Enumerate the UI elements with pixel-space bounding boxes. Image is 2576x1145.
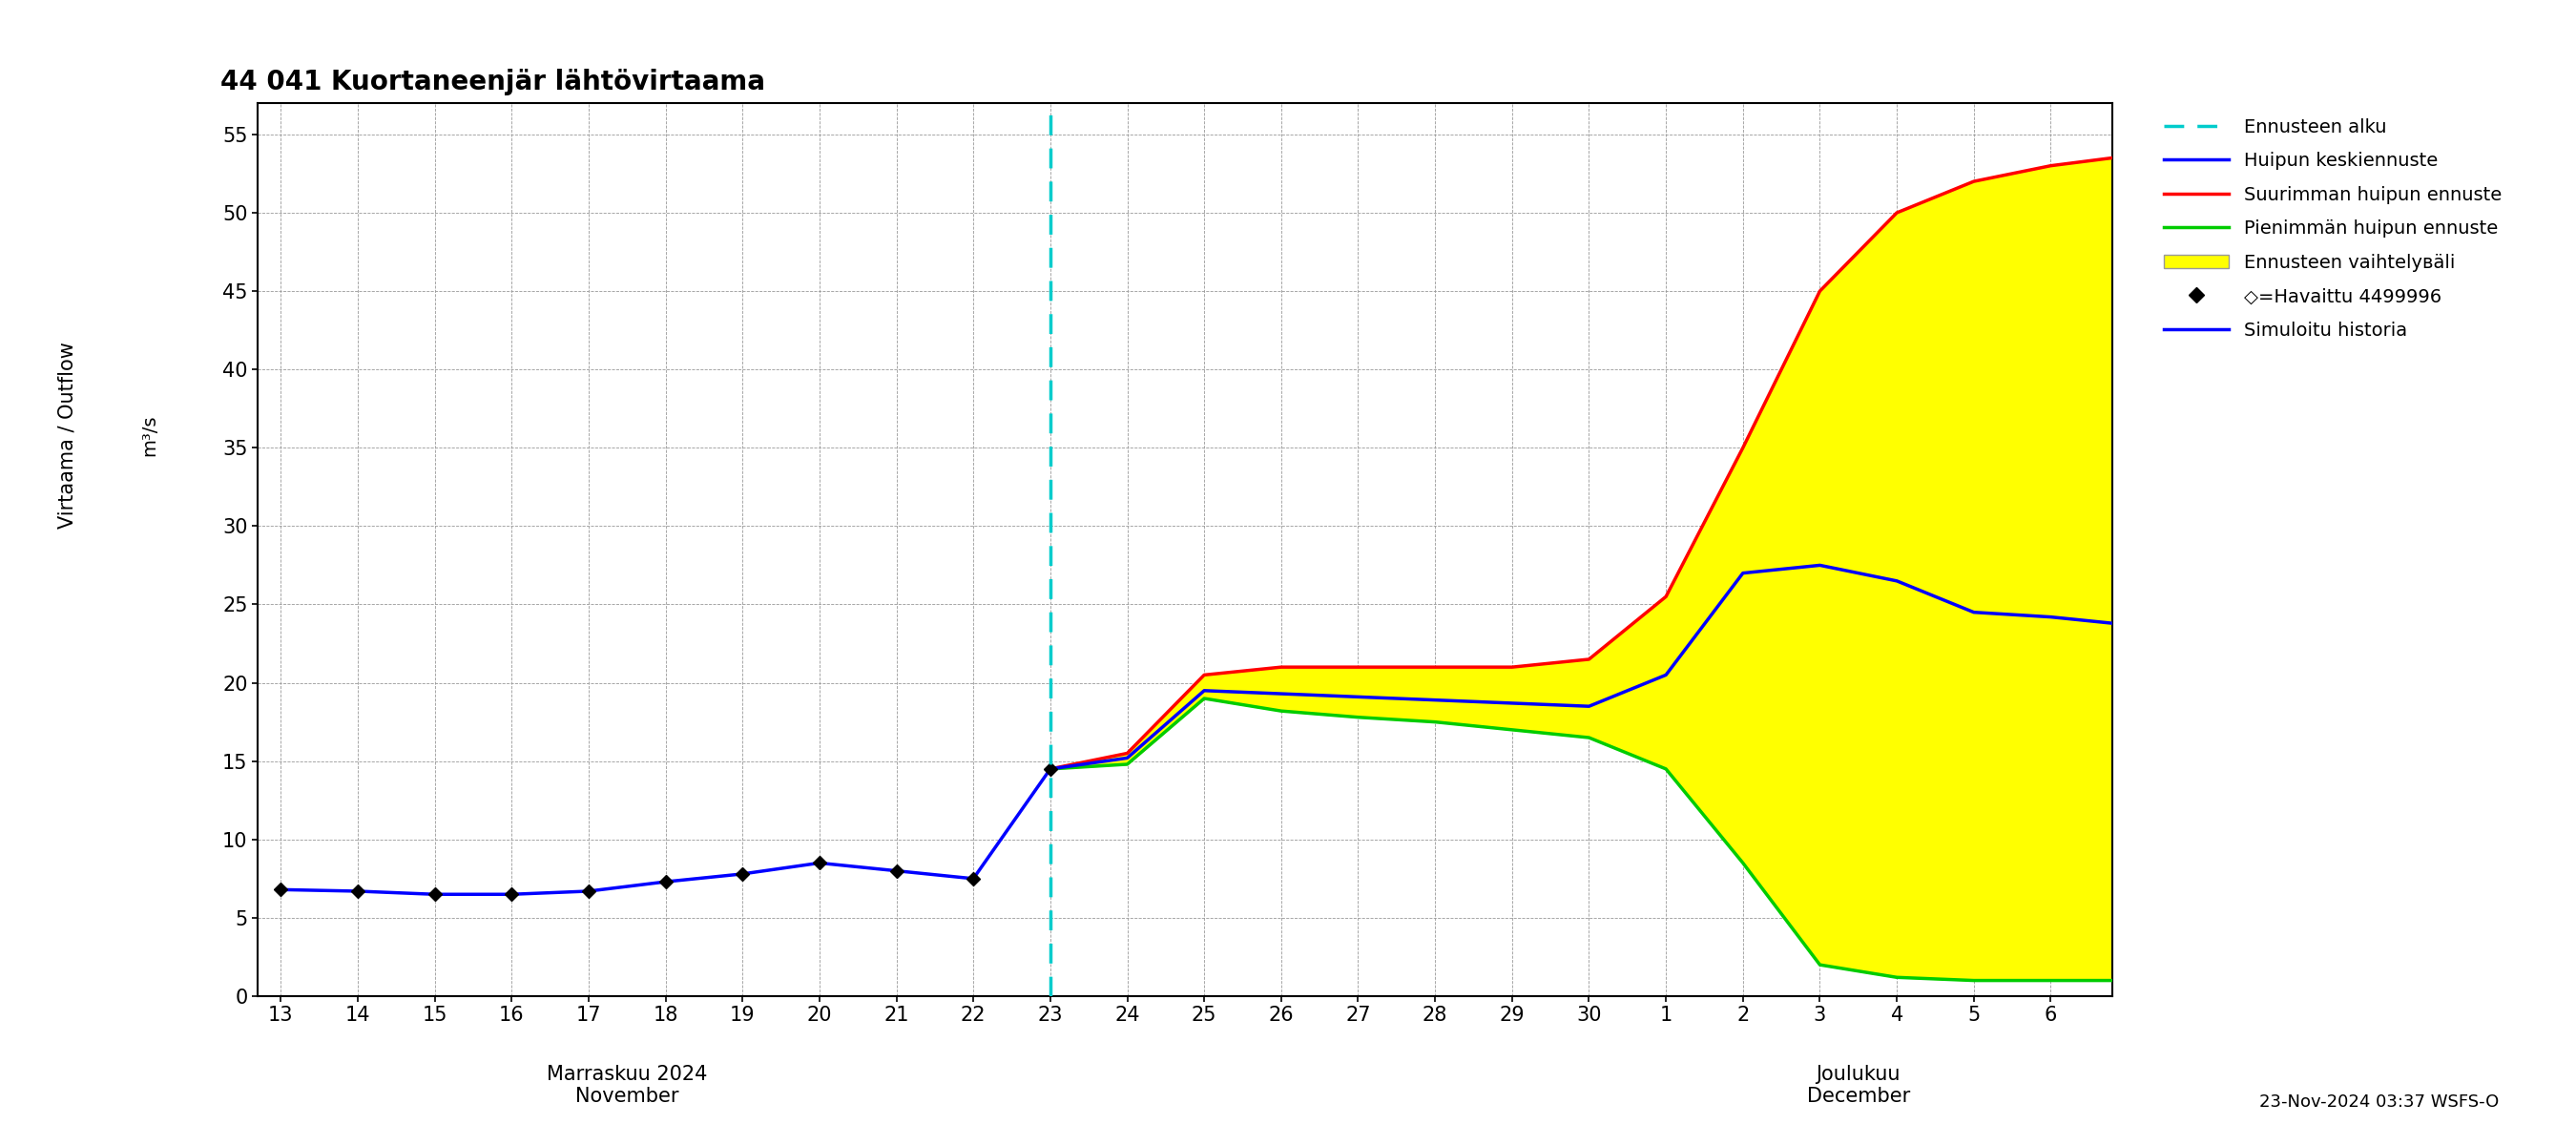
Text: 23-Nov-2024 03:37 WSFS-O: 23-Nov-2024 03:37 WSFS-O [2259,1093,2499,1111]
Text: Joulukuu
December: Joulukuu December [1806,1065,1909,1106]
Text: Marraskuu 2024
November: Marraskuu 2024 November [546,1065,708,1106]
Legend: Ennusteen alku, Huipun keskiennuste, Suurimman huipun ennuste, Pienimmän huipun : Ennusteen alku, Huipun keskiennuste, Suu… [2159,112,2506,345]
Text: m³/s: m³/s [139,414,160,456]
Text: 44 041 Kuortaneenjär lähtövirtaama: 44 041 Kuortaneenjär lähtövirtaama [222,69,765,95]
Text: Virtaama / Outflow: Virtaama / Outflow [57,341,77,529]
